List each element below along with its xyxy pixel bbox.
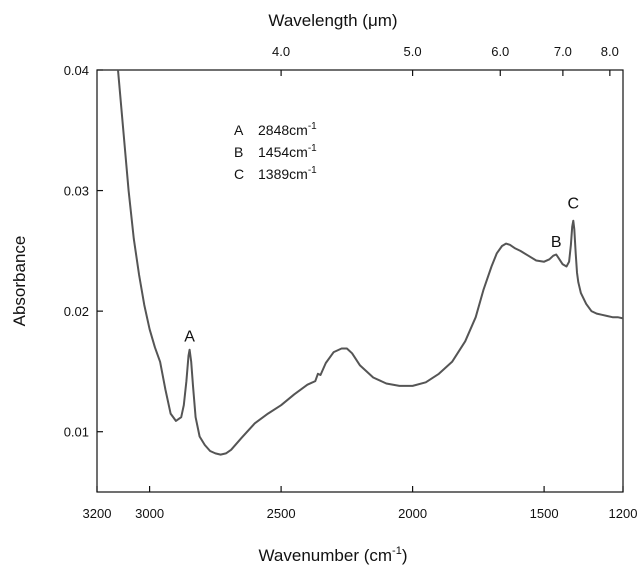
x-tick-label: 3200 [83, 506, 112, 521]
annotation-letter: C [234, 166, 244, 182]
x-axis-title-sup: -1 [392, 545, 402, 557]
absorbance-series-line [117, 69, 624, 456]
peak-label-b: B [551, 234, 562, 251]
x-axis-title-main: Wavenumber (cm [259, 546, 393, 565]
y-axis-ticks: 0.01 0.02 0.03 0.04 [64, 63, 103, 440]
y-tick-label: 0.04 [64, 63, 89, 78]
peak-label-c: C [568, 196, 580, 213]
top-axis-title: Wavelength (μm) [268, 11, 397, 30]
y-tick-label: 0.02 [64, 304, 89, 319]
x-axis-title: Wavenumber (cm-1) [259, 545, 408, 565]
peak-annotation: A 2848cm-1 B 1454cm-1 C 1389cm-1 [234, 121, 317, 182]
x-axis-title-tail: ) [402, 546, 408, 565]
x-tick-label: 2000 [398, 506, 427, 521]
peak-label-a: A [184, 328, 195, 345]
plot-frame [96, 69, 624, 493]
x-tick-label: 1500 [530, 506, 559, 521]
top-axis-ticks: 4.0 5.0 6.0 7.0 8.0 [272, 44, 619, 76]
top-tick-label: 7.0 [554, 44, 572, 59]
y-axis-title: Absorbance [10, 236, 29, 327]
y-tick-label: 0.03 [64, 184, 89, 199]
x-tick-label: 2500 [267, 506, 296, 521]
x-tick-label: 1200 [609, 506, 638, 521]
top-tick-label: 8.0 [601, 44, 619, 59]
annotation-value: 2848cm-1 [258, 121, 317, 138]
y-tick-label: 0.01 [64, 425, 89, 440]
x-axis-ticks: 3200 3000 2500 2000 1500 1200 [83, 486, 638, 521]
top-tick-label: 5.0 [404, 44, 422, 59]
annotation-letter: A [234, 122, 244, 138]
top-tick-label: 4.0 [272, 44, 290, 59]
annotation-value: 1454cm-1 [258, 143, 317, 160]
peak-labels: A B C [184, 196, 579, 346]
top-tick-label: 6.0 [491, 44, 509, 59]
x-tick-label: 3000 [135, 506, 164, 521]
annotation-letter: B [234, 144, 243, 160]
annotation-value: 1389cm-1 [258, 165, 317, 182]
